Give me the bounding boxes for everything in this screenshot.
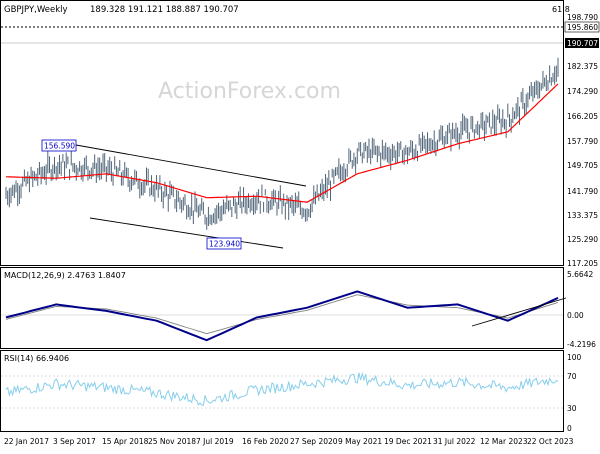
- macd-trendline: [471, 297, 567, 327]
- high-label-box: [41, 139, 77, 152]
- price-tick: 133.375: [567, 211, 598, 220]
- time-tick: 27 Sep 2020: [290, 437, 338, 446]
- time-tick: 15 Apr 2018: [102, 437, 149, 446]
- current-price-value: 190.707: [567, 39, 598, 48]
- price-axis: 198.790 182.375 174.290 166.205 157.790 …: [567, 13, 598, 268]
- high-label: 156.590: [44, 142, 75, 151]
- price-tick: 125.290: [567, 235, 598, 244]
- time-tick: 3 Sep 2017: [53, 437, 96, 446]
- macd-tick: 0.00: [567, 311, 584, 320]
- rsi-line: [5, 371, 559, 406]
- macd-signal-line: [5, 294, 559, 335]
- time-tick: 12 Mar 2023: [480, 437, 528, 446]
- rsi-tick: 100: [567, 353, 582, 362]
- time-tick: 22 Jan 2017: [4, 437, 49, 446]
- price-tick: 149.705: [567, 161, 598, 170]
- fib-level-box: [564, 21, 600, 33]
- time-tick: 31 Jul 2022: [433, 437, 476, 446]
- low-label: 123.940: [209, 240, 240, 249]
- price-tick: 157.790: [567, 137, 598, 146]
- time-tick: 16 Feb 2020: [242, 437, 289, 446]
- ohlc-readout: 189.328 191.121 188.887 190.707: [90, 5, 239, 15]
- price-panel-frame: [0, 0, 564, 266]
- time-tick: 19 Dec 2021: [384, 437, 432, 446]
- channel-lower-trendline: [89, 217, 284, 249]
- time-tick: 7 Jul 2019: [196, 437, 234, 446]
- current-price-box: [565, 38, 599, 48]
- price-tick: 117.205: [567, 259, 598, 268]
- price-tick: 174.290: [567, 87, 598, 96]
- macd-title: MACD(12,26,9) 2.4763 1.8407: [4, 271, 126, 280]
- time-tick: 9 May 2021: [338, 437, 382, 446]
- macd-panel-frame: [0, 267, 564, 349]
- price-tick: 166.205: [567, 112, 598, 121]
- symbol-label: GBPJPY,Weekly: [4, 5, 68, 15]
- macd-line: [5, 290, 559, 342]
- rsi-tick: 70: [567, 372, 577, 381]
- macd-tick: -4.2196: [567, 340, 596, 349]
- low-label-box: [206, 237, 242, 250]
- time-tick: 25 Nov 2018: [148, 437, 196, 446]
- time-axis: 22 Jan 2017 3 Sep 2017 15 Apr 2018 25 No…: [4, 437, 574, 446]
- price-tick: 198.790: [567, 13, 598, 22]
- macd-tick: 5.6642: [567, 270, 593, 279]
- moving-average-line: [6, 83, 559, 203]
- rsi-title: RSI(14) 66.9406: [4, 354, 69, 363]
- rsi-panel-frame: [0, 350, 564, 432]
- price-tick: 182.375: [567, 62, 598, 71]
- fib-ratio-label: 61.8: [552, 5, 570, 14]
- fib-level-value: 195.860: [567, 23, 598, 32]
- channel-upper-trendline: [75, 144, 307, 187]
- rsi-tick: 30: [567, 404, 577, 413]
- time-tick: 22 Oct 2023: [527, 437, 574, 446]
- watermark: ActionForex.com: [158, 79, 341, 104]
- rsi-tick: 0: [567, 424, 572, 433]
- price-tick: 141.790: [567, 187, 598, 196]
